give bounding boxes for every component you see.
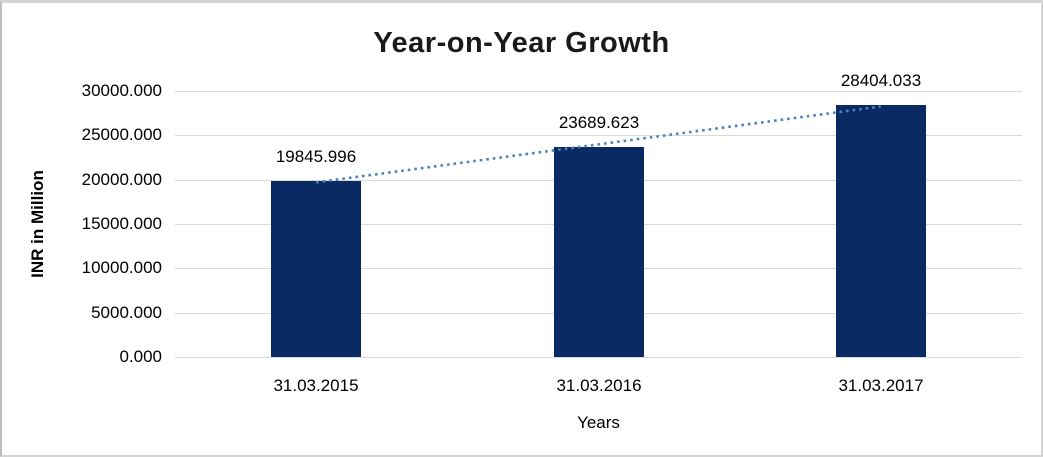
bar-31.03.2015	[271, 181, 361, 357]
bar-value-label: 19845.996	[275, 147, 357, 166]
bar-value-label: 23689.623	[558, 113, 640, 132]
y-tick-label: 20000.000	[81, 170, 162, 189]
y-tick-label: 0.000	[119, 347, 162, 366]
x-tick-label: 31.03.2015	[273, 376, 359, 395]
x-tick-label: 31.03.2016	[556, 376, 642, 395]
y-tick-label: 15000.000	[81, 214, 162, 233]
gridline	[175, 357, 1022, 358]
y-tick-label: 5000.000	[91, 303, 162, 322]
gridline	[175, 91, 1022, 92]
bar-31.03.2017	[836, 105, 926, 357]
x-tick-label: 31.03.2017	[838, 376, 924, 395]
chart-title: Year-on-Year Growth	[373, 27, 670, 59]
bar-value-label: 28404.033	[840, 71, 922, 90]
y-tick-label: 10000.000	[81, 258, 162, 277]
bar-31.03.2016	[554, 147, 644, 357]
y-tick-label: 30000.000	[81, 81, 162, 100]
x-axis-title: Years	[577, 413, 620, 432]
y-tick-label: 25000.000	[81, 125, 162, 144]
